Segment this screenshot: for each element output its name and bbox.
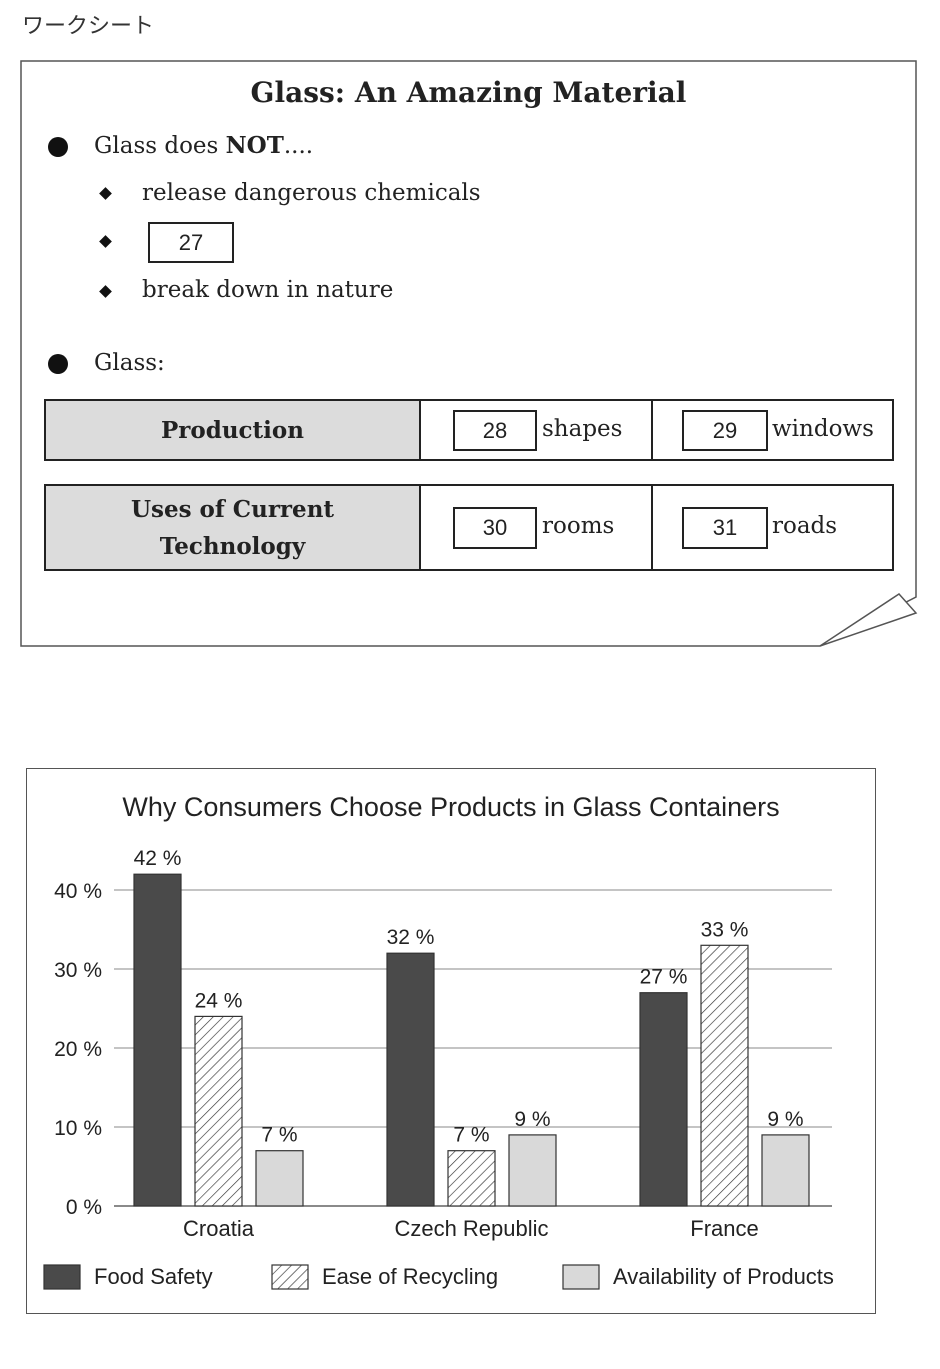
- sub-item-release-chemicals: release dangerous chemicals: [142, 180, 481, 206]
- cell-word-roads: roads: [772, 513, 838, 539]
- bar: [254, 1149, 304, 1207]
- bar: [446, 1149, 496, 1207]
- table-row-uses: Uses of Current Technology 30 rooms 31 r…: [44, 484, 894, 571]
- bullet1-suffix: ....: [283, 133, 314, 159]
- x-category-label: Czech Republic: [394, 1216, 548, 1241]
- answer-box-27[interactable]: 27: [148, 222, 234, 263]
- chart-title: Why Consumers Choose Products in Glass C…: [122, 792, 779, 822]
- chart-legend: Food Safety Ease of Recycling Availability…: [42, 1263, 834, 1290]
- bar-value-label: 9 %: [767, 1107, 803, 1130]
- legend-label: Availability of Products: [613, 1264, 834, 1289]
- table-divider: [651, 401, 653, 459]
- legend-swatch: [270, 1263, 309, 1290]
- bar-value-label: 27 %: [639, 965, 687, 988]
- bar-value-label: 24 %: [194, 989, 242, 1012]
- legend-swatch: [42, 1263, 81, 1290]
- table-row-production: Production 28 shapes 29 windows: [44, 399, 894, 461]
- cell-word-rooms: rooms: [542, 513, 615, 539]
- answer-box-28[interactable]: 28: [453, 410, 537, 451]
- answer-box-31[interactable]: 31: [682, 507, 768, 549]
- worksheet-sheet: Glass: An Amazing Material Glass does NO…: [20, 60, 918, 647]
- bar-value-label: 9 %: [514, 1107, 550, 1130]
- sheet-title: Glass: An Amazing Material: [250, 76, 687, 109]
- x-category-label: Croatia: [183, 1216, 255, 1241]
- bar-value-label: 32 %: [386, 926, 434, 949]
- bar-chart: Why Consumers Choose Products in Glass C…: [26, 768, 876, 1314]
- legend-label: Food Safety: [94, 1264, 213, 1289]
- bar: [507, 1133, 557, 1207]
- bullet-dot-1: [48, 137, 68, 157]
- chart-bars: 42 % 24 % 7 % Croatia 32 % 7 % 9 % Czech Republ…: [132, 847, 810, 1241]
- answer-box-30[interactable]: 30: [453, 507, 537, 549]
- bar: [760, 1133, 810, 1207]
- y-tick-label: 10 %: [54, 1117, 102, 1140]
- bar: [385, 952, 435, 1207]
- y-tick-label: 40 %: [54, 880, 102, 903]
- bar: [638, 991, 688, 1207]
- cell-word-windows: windows: [772, 416, 874, 442]
- legend-label: Ease of Recycling: [322, 1264, 498, 1289]
- y-tick-label: 0 %: [65, 1196, 101, 1219]
- cell-word-shapes: shapes: [542, 416, 623, 442]
- bullet1-emphasis: NOT: [225, 132, 284, 159]
- x-category-label: France: [690, 1216, 758, 1241]
- legend-swatch: [561, 1263, 600, 1290]
- bar-value-label: 42 %: [133, 847, 181, 870]
- header-line2: Technology: [159, 532, 306, 560]
- table-header-production: Production: [46, 401, 421, 459]
- page-curl: [819, 593, 918, 647]
- bullet1-prefix: Glass does: [94, 133, 226, 159]
- y-tick-label: 30 %: [54, 959, 102, 982]
- bar-value-label: 33 %: [700, 918, 748, 941]
- table-header-uses: Uses of Current Technology: [46, 486, 421, 569]
- bullet-glass-does-not: Glass does NOT....: [94, 132, 313, 159]
- table-divider: [651, 486, 653, 569]
- header-line1: Uses of Current: [130, 495, 335, 523]
- bullet-glass: Glass:: [94, 350, 165, 376]
- y-tick-label: 20 %: [54, 1038, 102, 1061]
- bar-value-label: 7 %: [453, 1123, 489, 1146]
- sub-item-break-down: break down in nature: [142, 277, 394, 303]
- bar-value-label: 7 %: [261, 1123, 297, 1146]
- worksheet-label: ワークシート: [22, 14, 155, 39]
- answer-box-29[interactable]: 29: [682, 410, 768, 451]
- bullet-dot-2: [48, 354, 68, 374]
- bar: [132, 873, 182, 1207]
- bar: [193, 1015, 243, 1207]
- bar: [699, 944, 749, 1207]
- header-line1: Production: [161, 416, 304, 444]
- bar-chart-svg: Why Consumers Choose Products in Glass C…: [42, 792, 834, 1290]
